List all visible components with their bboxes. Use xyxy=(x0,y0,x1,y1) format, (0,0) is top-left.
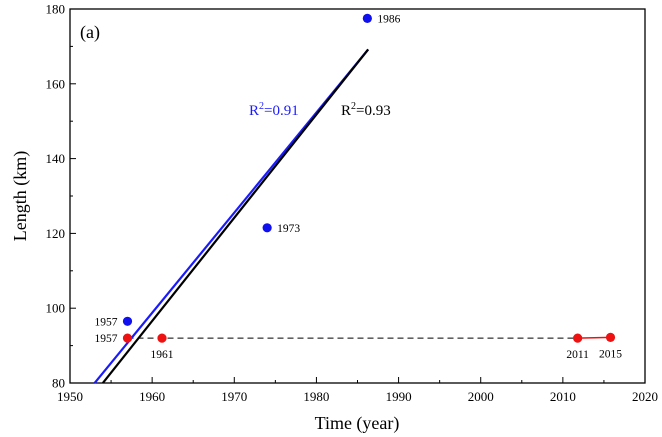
data-point-blue xyxy=(362,13,372,23)
annotation-r2-blue-value: =0.91 xyxy=(264,103,299,119)
plot-frame xyxy=(69,8,646,384)
data-label-blue: 1973 xyxy=(277,223,300,235)
annotation-r2-black-exp: 2 xyxy=(351,101,356,112)
panel-label: (a) xyxy=(80,22,100,43)
x-tick-label: 1960 xyxy=(139,389,165,404)
data-point-blue xyxy=(122,316,133,326)
data-point-red xyxy=(157,333,167,343)
x-tick-label: 2020 xyxy=(632,389,658,404)
y-tick-label: 100 xyxy=(46,301,66,316)
annotation-r2-black-value: =0.93 xyxy=(356,103,391,119)
y-tick-label: 120 xyxy=(46,226,66,241)
data-label-blue: 1986 xyxy=(377,13,400,25)
x-tick-label: 1980 xyxy=(303,389,329,404)
y-tick-label: 180 xyxy=(46,2,66,17)
x-tick-label: 1990 xyxy=(386,389,412,404)
red-segment-line xyxy=(577,336,611,339)
data-label-red: 2011 xyxy=(566,349,589,361)
y-tick-label: 160 xyxy=(46,76,66,91)
data-points: 1957 1973 1986 1957 1961 2011 2015 xyxy=(95,13,623,361)
data-label-red: 2015 xyxy=(599,348,622,360)
data-point-blue xyxy=(262,223,272,233)
annotation-r2-black: R2=0.93 xyxy=(341,101,391,119)
x-tick-label: 1950 xyxy=(57,389,83,404)
x-tick-label: 1970 xyxy=(221,389,247,404)
fit-line-black xyxy=(101,48,370,384)
data-point-red xyxy=(573,333,583,343)
data-point-red xyxy=(122,333,133,343)
x-axis-label: Time (year) xyxy=(315,413,400,434)
axis-ticks: 1950 1960 1970 1980 1990 2000 2010 2020 80 100 120… xyxy=(46,2,659,405)
x-tick-label: 2000 xyxy=(468,389,494,404)
data-label-red: 1957 xyxy=(95,333,118,345)
data-label-red: 1961 xyxy=(151,349,174,361)
y-tick-label: 140 xyxy=(46,151,66,166)
annotation-r2-blue: R2=0.91 xyxy=(249,101,299,119)
y-axis-label: Length (km) xyxy=(10,151,31,241)
data-label-blue: 1957 xyxy=(95,316,118,328)
y-tick-label: 80 xyxy=(52,376,65,391)
data-point-red xyxy=(605,332,616,342)
annotation-r2-blue-exp: 2 xyxy=(259,101,264,112)
fit-lines xyxy=(93,48,611,384)
x-tick-label: 2010 xyxy=(550,389,576,404)
